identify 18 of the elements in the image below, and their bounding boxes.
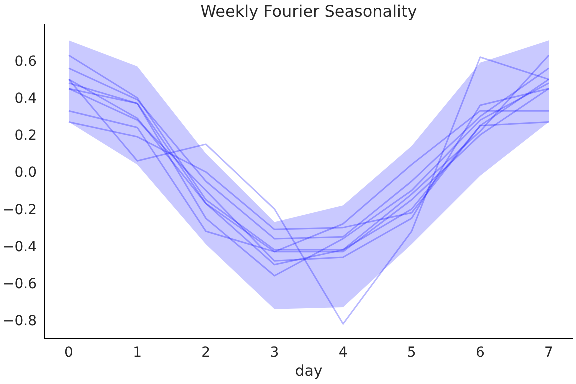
- y-tick-label: 0.2: [14, 128, 37, 144]
- x-tick-label: 2: [202, 344, 211, 361]
- y-tick-label: 0.6: [14, 54, 38, 70]
- y-tick-label: −0.2: [3, 202, 37, 218]
- x-tick-label: 7: [544, 344, 554, 361]
- x-tick-label: 5: [407, 344, 416, 361]
- chart-title: Weekly Fourier Seasonality: [200, 2, 418, 21]
- x-tick-label: 1: [133, 344, 142, 361]
- y-tick-label: 0.0: [14, 165, 37, 182]
- x-tick-label: 6: [476, 344, 485, 361]
- y-tick-label: −0.4: [3, 239, 38, 256]
- y-tick-label: −0.6: [3, 276, 38, 292]
- y-tick-label: −0.8: [3, 313, 37, 330]
- x-tick-label: 3: [270, 344, 280, 361]
- x-axis-title: day: [295, 362, 323, 380]
- y-tick-label: 0.4: [14, 91, 38, 108]
- x-tick-label: 0: [64, 344, 74, 361]
- x-tick-label: 4: [338, 344, 348, 361]
